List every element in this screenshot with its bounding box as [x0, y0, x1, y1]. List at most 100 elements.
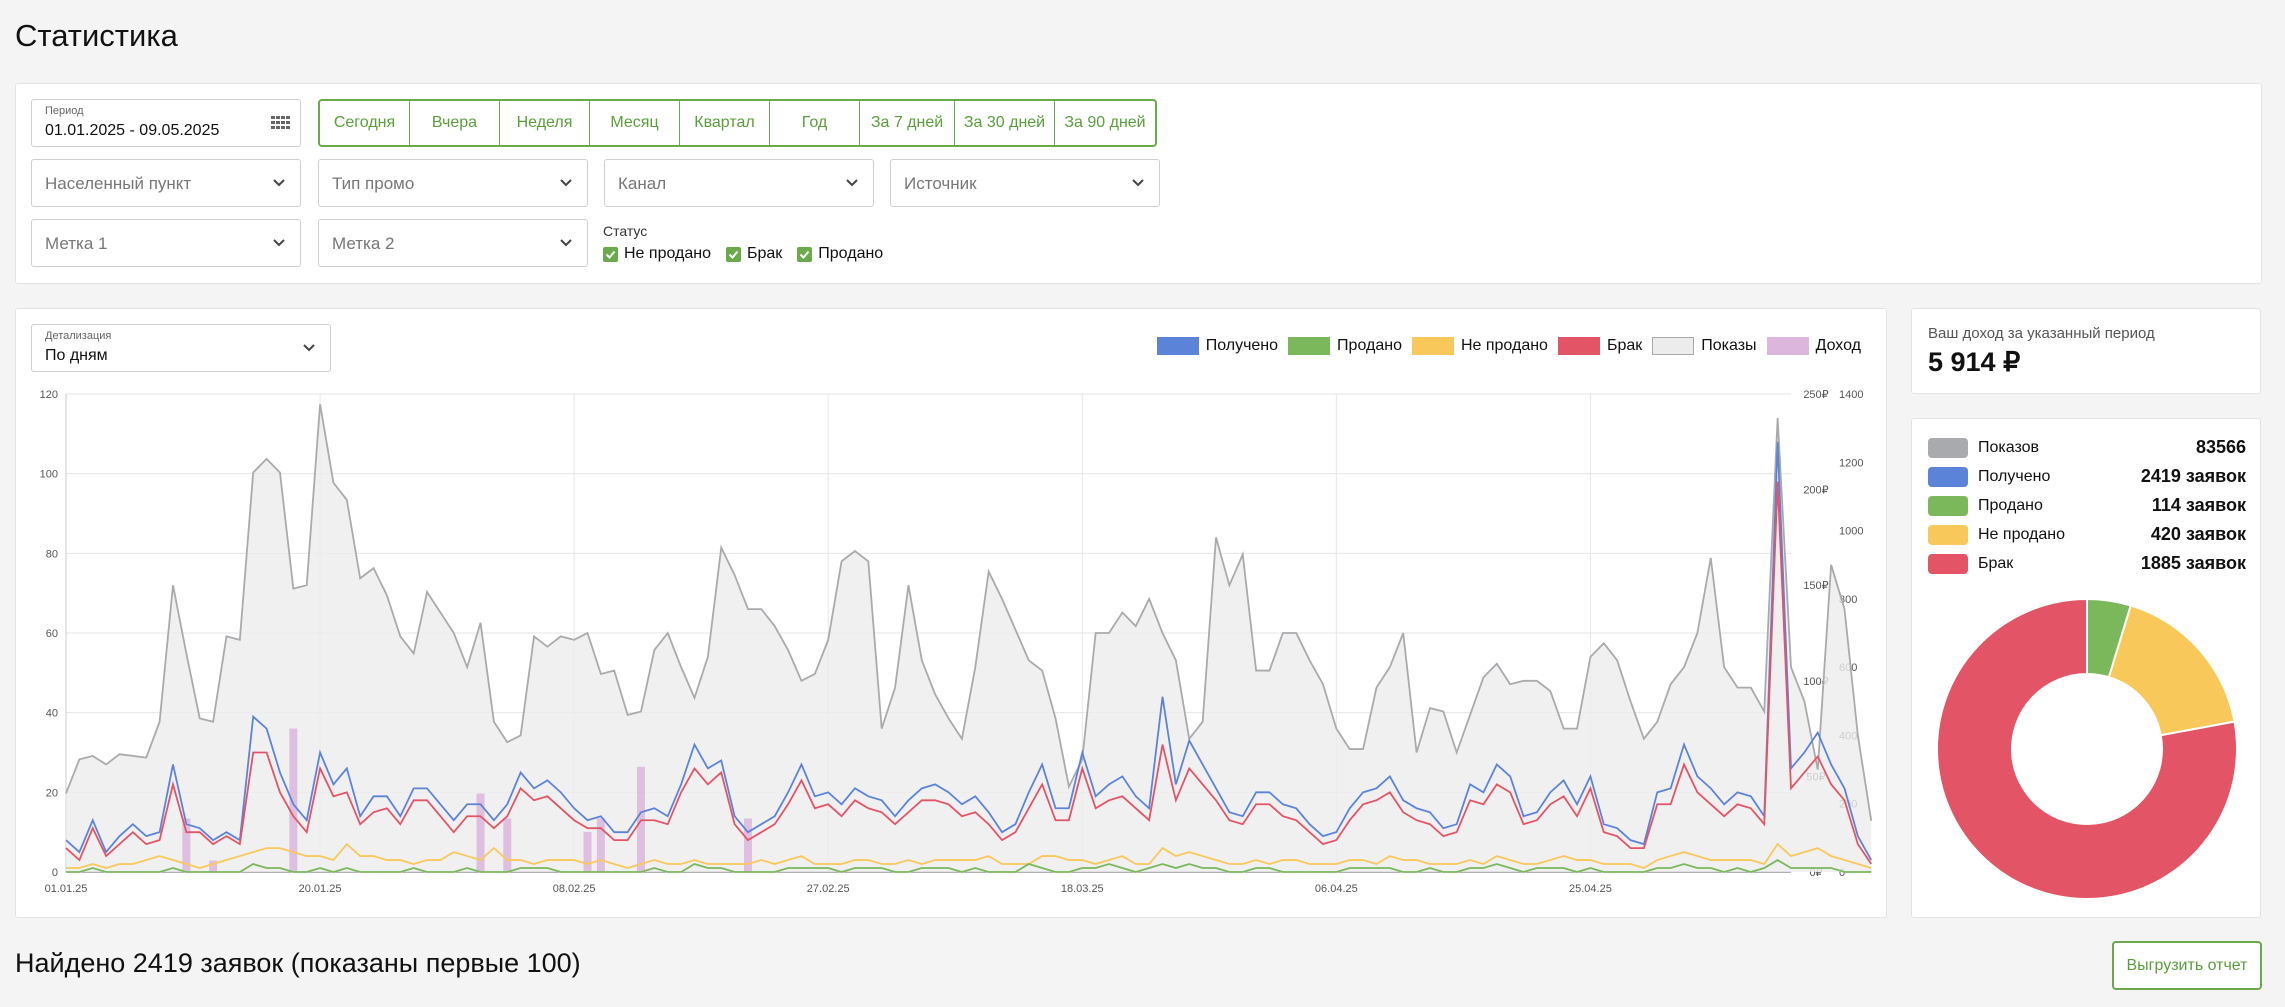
- tag2-select[interactable]: Метка 2: [318, 219, 588, 267]
- chevron-down-icon: [273, 239, 285, 247]
- period-7days-button[interactable]: За 7 дней: [860, 101, 955, 145]
- summary-row: Продано 114 заявок: [1928, 491, 2246, 520]
- legend-item[interactable]: Продано: [1288, 337, 1402, 355]
- summary-swatch: [1928, 466, 1968, 487]
- income-bar: [209, 860, 218, 872]
- period-90days-button[interactable]: За 90 дней: [1055, 101, 1155, 145]
- summary-label: Получено: [1978, 467, 2051, 485]
- period-label: Период: [45, 105, 84, 117]
- status-sold-label: Продано: [818, 245, 884, 262]
- summary-label: Показов: [1978, 438, 2040, 456]
- y-tick-label: 120: [40, 389, 58, 401]
- summary-row: Получено 2419 заявок: [1928, 462, 2246, 491]
- period-year-button[interactable]: Год: [770, 101, 860, 145]
- status-donut-chart: [1936, 597, 2238, 900]
- defect-line: [65, 481, 1872, 865]
- period-field[interactable]: Период 01.01.2025 - 09.05.2025: [31, 99, 301, 147]
- sold-line: [66, 859, 1872, 873]
- period-30days-button[interactable]: За 30 дней: [955, 101, 1055, 145]
- status-not-sold-checkbox[interactable]: Не продано: [603, 245, 711, 263]
- check-icon: [725, 246, 741, 262]
- y-income-tick-label: 250₽: [1803, 389, 1828, 401]
- status-defect-label: Брак: [746, 245, 783, 262]
- income-bar: [182, 818, 191, 872]
- income-value: 5 914 ₽: [1928, 347, 2021, 377]
- tag2-placeholder: Метка 2: [332, 234, 395, 253]
- income-bar: [596, 818, 605, 872]
- legend-item[interactable]: Показы: [1652, 337, 1757, 355]
- period-week-button[interactable]: Неделя: [500, 101, 590, 145]
- chevron-down-icon: [560, 239, 572, 247]
- summary-swatch: [1928, 553, 1968, 574]
- chevron-down-icon: [303, 344, 315, 352]
- chart-legend: Получено Продано Не продано Брак Показы Доход: [1156, 337, 1861, 355]
- status-defect-checkbox[interactable]: Брак: [725, 245, 783, 263]
- income-label: Ваш доход за указанный период: [1928, 325, 2155, 342]
- income-bar: [743, 818, 752, 872]
- period-value: 01.01.2025 - 09.05.2025: [45, 122, 220, 139]
- y-tick-label: 0: [52, 867, 58, 879]
- y-income-tick-label: 100₽: [1803, 676, 1828, 688]
- income-bar: [583, 831, 592, 872]
- income-bar: [476, 793, 485, 872]
- donut-slice: [2107, 604, 2236, 737]
- summary-row: Не продано 420 заявок: [1928, 520, 2246, 549]
- summary-value: 420 заявок: [2150, 524, 2246, 544]
- results-count: Найдено 2419 заявок (показаны первые 100…: [15, 948, 581, 978]
- y-income-tick-label: 150₽: [1803, 580, 1828, 592]
- calendar-icon[interactable]: [271, 115, 290, 131]
- period-month-button[interactable]: Месяц: [590, 101, 680, 145]
- tag1-placeholder: Метка 1: [45, 234, 108, 253]
- income-bar: [503, 818, 512, 872]
- summary-swatch: [1928, 437, 1968, 458]
- channel-select[interactable]: Канал: [604, 159, 874, 207]
- y-income-tick-label: 200₽: [1803, 485, 1828, 497]
- city-select[interactable]: Населенный пункт: [31, 159, 301, 207]
- x-tick-label: 20.01.25: [299, 883, 342, 895]
- income-panel: Ваш доход за указанный период 5 914 ₽: [1911, 308, 2261, 394]
- legend-label: Продано: [1337, 337, 1402, 354]
- legend-item[interactable]: Получено: [1156, 337, 1279, 355]
- donut-slice: [1936, 597, 2238, 900]
- detail-label: Детализация: [45, 330, 112, 342]
- chart-panel: 0204060801001200₽50₽100₽150₽200₽250₽0200…: [15, 308, 1887, 918]
- summary-row: Показов 83566: [1928, 433, 2246, 462]
- x-tick-label: 06.04.25: [1315, 883, 1358, 895]
- detail-value: По дням: [45, 347, 108, 364]
- legend-item[interactable]: Доход: [1766, 337, 1861, 355]
- legend-item[interactable]: Не продано: [1411, 337, 1548, 355]
- y-shows-tick-label: 0: [1839, 867, 1845, 879]
- tag1-select[interactable]: Метка 1: [31, 219, 301, 267]
- period-quarter-button[interactable]: Квартал: [680, 101, 770, 145]
- promo-type-select[interactable]: Тип промо: [318, 159, 588, 207]
- x-tick-label: 18.03.25: [1061, 883, 1104, 895]
- summary-label: Продано: [1978, 496, 2043, 514]
- detail-select[interactable]: Детализация По дням: [31, 324, 331, 372]
- received-line: [65, 441, 1873, 861]
- not-sold-line: [66, 842, 1872, 869]
- legend-swatch: [1288, 337, 1331, 355]
- summary-value: 2419 заявок: [2140, 466, 2246, 486]
- check-icon: [603, 246, 618, 262]
- y-tick-label: 100: [40, 469, 58, 481]
- status-sold-checkbox[interactable]: Продано: [797, 245, 883, 263]
- quick-period-buttons: Сегодня Вчера Неделя Месяц Квартал Год З…: [318, 99, 1157, 147]
- legend-label: Доход: [1815, 337, 1861, 354]
- export-report-button[interactable]: Выгрузить отчет: [2112, 941, 2262, 990]
- y-shows-tick-label: 1000: [1839, 526, 1863, 538]
- source-placeholder: Источник: [904, 174, 977, 193]
- legend-label: Брак: [1606, 337, 1643, 354]
- legend-label: Получено: [1205, 337, 1279, 354]
- y-shows-tick-label: 1200: [1839, 457, 1863, 469]
- legend-swatch: [1411, 337, 1454, 355]
- y-tick-label: 40: [46, 708, 58, 720]
- period-yesterday-button[interactable]: Вчера: [410, 101, 500, 145]
- legend-item[interactable]: Брак: [1557, 337, 1643, 355]
- legend-swatch: [1652, 337, 1695, 355]
- legend-swatch: [1766, 337, 1809, 355]
- y-tick-label: 20: [46, 787, 58, 799]
- summary-panel: Показов 83566 Получено 2419 заявок Продано 11…: [1911, 418, 2261, 918]
- period-today-button[interactable]: Сегодня: [320, 101, 410, 145]
- city-select-placeholder: Населенный пункт: [45, 174, 192, 193]
- source-select[interactable]: Источник: [890, 159, 1160, 207]
